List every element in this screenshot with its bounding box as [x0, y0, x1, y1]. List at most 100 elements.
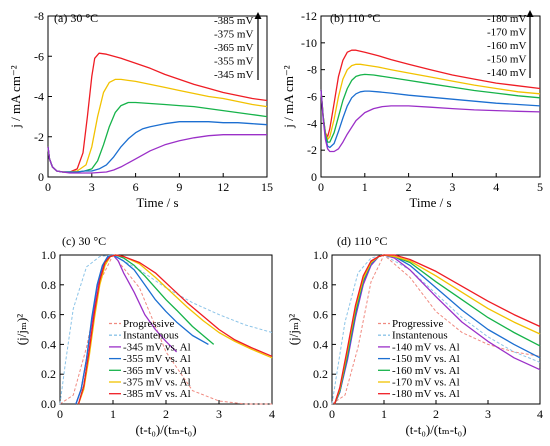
legend-entry: Instantenous	[123, 330, 179, 342]
y-tick-label: -12	[301, 9, 317, 23]
y-tick-label: -6	[34, 49, 44, 63]
y-axis-label: (j/jₘ)²	[286, 314, 301, 345]
legend-arrow-head	[526, 10, 534, 17]
x-tick-label: 4	[493, 180, 499, 194]
series-line-375-mv-vs-al	[77, 254, 273, 405]
y-tick-label: -2	[307, 143, 317, 157]
legend-entry: -170 mV vs. Al	[392, 377, 460, 389]
y-tick-label: -2	[34, 130, 44, 144]
legend-entry: -150 mV vs. Al	[392, 353, 460, 365]
legend-entry: -140 mV	[487, 67, 526, 79]
x-tick-label: 0	[45, 180, 51, 194]
legend-entry: -180 mV vs. Al	[392, 388, 460, 400]
y-tick-label: 0.6	[41, 308, 56, 322]
legend-entry: -365 mV vs. Al	[123, 365, 191, 377]
legend-entry: Progressive	[392, 318, 443, 330]
legend-entry: -375 mV	[214, 29, 253, 41]
x-axis-label: Time / s	[409, 195, 451, 210]
x-tick-label: 12	[217, 180, 229, 194]
y-tick-label: 0.2	[41, 367, 56, 381]
x-tick-label: 4	[269, 407, 275, 421]
y-tick-label: 0.2	[313, 367, 328, 381]
y-tick-label: 0.0	[41, 397, 56, 411]
y-tick-label: 0.4	[313, 337, 328, 351]
legend-entry: -160 mV	[487, 40, 526, 52]
y-tick-label: 0.4	[41, 337, 56, 351]
y-axis-label: j / mA cm⁻²	[281, 65, 296, 129]
y-tick-label: -4	[34, 90, 44, 104]
x-tick-label: 0	[57, 407, 63, 421]
legend-entry: -140 mV vs. Al	[392, 341, 460, 353]
y-axis-label: (j/jₘ)²	[14, 314, 29, 345]
panel-label: (b) 110 °C	[330, 11, 380, 25]
legend-entry: Instantenous	[392, 330, 448, 342]
x-axis-label: (t-t₀)/(tₘ-t₀)	[135, 422, 196, 437]
x-tick-label: 1	[362, 180, 368, 194]
x-tick-label: 0	[318, 180, 324, 194]
legend-entry: -160 mV vs. Al	[392, 365, 460, 377]
y-tick-label: 1.0	[41, 248, 56, 262]
legend-entry: -345 mV vs. Al	[123, 341, 191, 353]
series-line-180-mv	[320, 49, 541, 138]
x-tick-label: 4	[537, 407, 543, 421]
panel-label: (d) 110 °C	[337, 234, 387, 248]
y-tick-label: 0.0	[313, 397, 328, 411]
x-tick-label: 0	[329, 407, 335, 421]
x-tick-label: 5	[537, 180, 543, 194]
y-tick-label: 0.8	[41, 278, 56, 292]
y-tick-label: -6	[307, 90, 317, 104]
legend-entry: -385 mV vs. Al	[123, 388, 191, 400]
x-axis-label: (t-t₀)/(tₘ-t₀)	[405, 422, 466, 437]
panel-label: (c) 30 °C	[62, 234, 106, 248]
y-tick-label: 0.8	[313, 278, 328, 292]
panel-a: 0 3 6 9 12 15 0 -2 -4 -6 -8 Time / s j / mA cm⁻² (a) …	[8, 9, 273, 210]
series-line-140-mv	[320, 89, 541, 153]
panel-c: 0 1 2 3 4 0.0 0.2 0.4 0.6 0.8 1.0 (t-t₀)/(tₘ-t₀) (j/…	[14, 234, 275, 437]
x-tick-label: 15	[261, 180, 273, 194]
x-tick-label: 2	[433, 407, 439, 421]
legend-entry: -375 mV vs. Al	[123, 377, 191, 389]
series-line-170-mv	[320, 63, 541, 141]
x-tick-label: 9	[176, 180, 182, 194]
x-axis-label: Time / s	[136, 195, 178, 210]
x-tick-label: 2	[406, 180, 412, 194]
panel-d: 0 1 2 3 4 0.0 0.2 0.4 0.6 0.8 1.0 (t-t₀)/(tₘ-t₀) (j/…	[286, 234, 543, 437]
series-line-365-mv	[47, 101, 268, 173]
y-tick-label: -10	[301, 36, 317, 50]
series-line-instantenous	[331, 254, 541, 405]
x-tick-label: 6	[133, 180, 139, 194]
x-tick-label: 3	[449, 180, 455, 194]
legend-entry: -365 mV	[214, 42, 253, 54]
panel-b: 0 1 2 3 4 5 0 -2 -4 -6 -8 -10 -12 Time / s j / mA cm⁻²…	[281, 9, 543, 210]
x-tick-label: 3	[89, 180, 95, 194]
legend-entry: -170 mV	[487, 27, 526, 39]
y-axis-label: j / mA cm⁻²	[8, 65, 23, 129]
legend-entry: -355 mV vs. Al	[123, 353, 191, 365]
y-tick-label: 0	[311, 170, 317, 184]
series-line-355-mv	[47, 121, 268, 173]
y-tick-label: -8	[307, 63, 317, 77]
series-line-355-mv-vs-al	[75, 254, 209, 405]
y-tick-label: 0	[38, 170, 44, 184]
panel-label: (a) 30 °C	[54, 11, 98, 25]
legend-entry: -150 mV	[487, 54, 526, 66]
series-line-160-mv	[320, 73, 541, 143]
x-tick-label: 2	[163, 407, 169, 421]
x-tick-label: 1	[381, 407, 387, 421]
legend-arrow-head	[254, 12, 262, 19]
series-line-180-mv-vs-al	[333, 254, 541, 405]
legend-entry: -385 mV	[214, 15, 253, 27]
legend-entry: -355 mV	[214, 56, 253, 68]
y-tick-label: 0.6	[313, 308, 328, 322]
series-line-345-mv	[47, 134, 267, 174]
series-line-385-mv-vs-al	[77, 254, 273, 405]
legend-entry: Progressive	[123, 318, 174, 330]
x-tick-label: 3	[485, 407, 491, 421]
y-tick-label: -4	[307, 116, 317, 130]
y-tick-label: 1.0	[313, 248, 328, 262]
legend-entry: -180 mV	[487, 13, 526, 25]
y-tick-label: -8	[34, 9, 44, 23]
x-tick-label: 3	[216, 407, 222, 421]
x-tick-label: 1	[110, 407, 116, 421]
